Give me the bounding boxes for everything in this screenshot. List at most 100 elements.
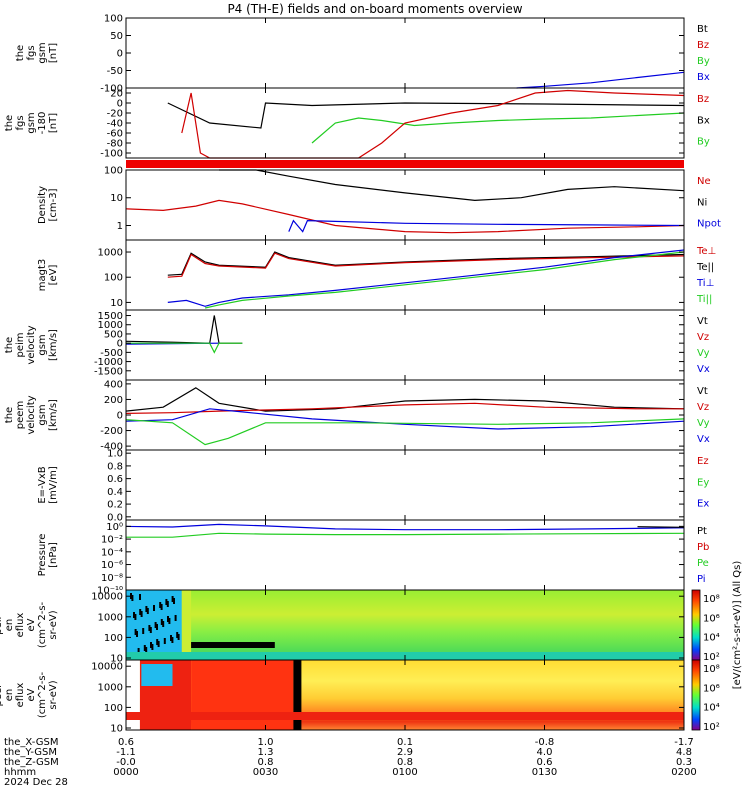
legend-entry-Bt: Bt [697, 24, 708, 35]
spectrogram-noise-mark [150, 642, 152, 648]
y-axis-label-line: eflux [15, 683, 26, 708]
x-axis-row-value: 0000 [113, 767, 138, 778]
legend-entry-Ez: Ez [697, 456, 709, 467]
y-tick-label: 10 [110, 193, 123, 204]
spectrogram-background [126, 590, 684, 660]
series-line-Vt [125, 387, 685, 412]
colorbar-tick-label: 10⁴ [703, 633, 720, 644]
x-axis-row-label: the_Y-GSM [4, 747, 57, 758]
series-line-Te⊥ [167, 252, 685, 278]
y-tick-label: -50 [107, 66, 123, 77]
x-axis-row-value: 1.0 [258, 737, 274, 748]
legend-entry-By: By [697, 137, 710, 148]
y-tick-label: 10 [110, 654, 123, 665]
colorbar-label: [eV/(cm²-s-sr-eV)] (All Qs) [732, 561, 743, 690]
spectrogram-noise-mark [171, 637, 174, 643]
spectrogram-noise-mark [156, 624, 158, 630]
series-line-Pi [125, 523, 685, 531]
y-tick-label: 0.4 [107, 487, 123, 498]
spectrogram-noise-mark [163, 638, 166, 644]
y-axis-label-line: gsm [37, 334, 48, 355]
chart-title: P4 (TH-E) fields and on-board moments ov… [227, 2, 523, 16]
colorbar-tick-label: 10⁸ [703, 664, 720, 675]
spectrogram-data-gap [293, 660, 302, 730]
spectrogram-noise-mark [145, 647, 148, 653]
x-axis-row-value: 0.1 [397, 737, 413, 748]
y-axis-label-line: Density [37, 186, 48, 224]
y-tick-label: -60 [107, 129, 123, 140]
y-tick-label: -200 [100, 426, 123, 437]
legend-entry-Ni: Ni [697, 197, 707, 208]
separator-band [126, 160, 684, 168]
y-tick-label: 10⁻⁶ [101, 560, 123, 571]
legend-entry-Pi: Pi [697, 574, 706, 585]
x-axis-row-label: the_X-GSM [4, 737, 58, 748]
y-axis-label: thefgsgsm-180[nT] [4, 112, 59, 135]
x-axis-row-value: 0030 [253, 767, 278, 778]
spectrogram-noise-mark [171, 596, 174, 602]
colorbar-tick-label: 10⁴ [703, 703, 720, 714]
y-tick-label: 400 [104, 379, 123, 390]
panel-frame [125, 309, 685, 381]
y-tick-label: -1000 [94, 357, 123, 368]
spectrogram-noise-mark [146, 608, 149, 614]
legend-entry-Vz: Vz [697, 332, 709, 343]
spectrogram-noise-mark [142, 628, 145, 634]
y-axis-label-line: peir [0, 614, 4, 634]
spectrogram-noise-mark [177, 634, 180, 640]
y-axis-label-line: [eV] [48, 265, 59, 286]
x-axis-row-value: 1.3 [258, 747, 274, 758]
y-tick-label: 0.6 [107, 474, 123, 485]
y-tick-label: 1000 [98, 682, 123, 693]
spectrogram-noise-mark [133, 612, 135, 618]
y-tick-label: 100 [104, 633, 123, 644]
panel-frame [125, 239, 685, 311]
date-label: 2024 Dec 28 [4, 777, 68, 788]
series-line-Bx [167, 102, 685, 129]
x-axis-row-value: -0.8 [535, 737, 555, 748]
series-line-Bx [516, 71, 685, 89]
y-axis-label-line: en [4, 619, 15, 632]
legend-entry-Ne: Ne [697, 176, 711, 187]
y-axis-label: thepeemvelocitygsm[km/s] [4, 395, 59, 434]
spectrogram-noise-mark [139, 594, 141, 600]
panel-fgs-gsm: 100 50 0 -50 -100 thefgsgsm[nT] Bt Bz By Bx [15, 14, 710, 95]
y-tick-label: 100 [104, 273, 123, 284]
spectrogram-noise-mark [159, 602, 162, 608]
x-axis-row-value: 0130 [532, 767, 557, 778]
y-tick-label: 10000 [91, 592, 123, 603]
y-tick-label: 1000 [98, 320, 123, 331]
spectrogram-noise-mark [176, 632, 179, 638]
y-axis-label-line: sr-eV) [48, 680, 59, 709]
spectrogram-noise-mark [162, 621, 165, 627]
y-tick-label: 10 [110, 298, 123, 309]
y-axis-label-line: the [15, 45, 26, 61]
y-tick-label: 0.2 [107, 500, 123, 511]
spectrogram-noise-mark [157, 641, 160, 647]
y-tick-label: 200 [104, 395, 123, 406]
y-axis-label-line: (cm^2-s- [37, 671, 48, 718]
y-axis-label: Pressure[nPa] [37, 534, 59, 577]
series-line-Pt [637, 526, 685, 528]
y-tick-label: 50 [110, 31, 123, 42]
legend-entry-Te⊥: Te⊥ [696, 246, 716, 257]
spectrogram-noise-mark [134, 629, 137, 635]
panel-frame [125, 449, 685, 521]
y-axis-label-line: velocity [26, 325, 37, 364]
panel-peer-spectrogram: 10000 1000 100 10 thepeerenefluxeV(cm^2-s-sr… [0, 659, 685, 735]
x-axis-row-value: 0.8 [397, 757, 413, 768]
colorbar: 10⁸ 10⁶ 10⁴ 10² [691, 589, 720, 663]
y-tick-label: 0 [117, 411, 123, 422]
legend-entry-By: By [697, 56, 710, 67]
y-tick-label: -500 [100, 348, 123, 359]
spectrogram-noise-mark [165, 599, 168, 605]
y-tick-label: 0.0 [107, 512, 123, 523]
spectrogram-noise-mark [168, 618, 171, 624]
legend-entry-Ti||: Ti|| [696, 294, 712, 305]
colorbar: 10⁸ 10⁶ 10⁴ 10² [691, 659, 720, 733]
y-axis-label-line: peim [15, 332, 26, 357]
y-axis-label: E=-VxB[mV/m] [37, 466, 59, 504]
y-axis-label-line: eV [26, 688, 37, 701]
legend-entry-Bz: Bz [697, 40, 709, 51]
spectrogram-low-flux-block [141, 664, 173, 686]
